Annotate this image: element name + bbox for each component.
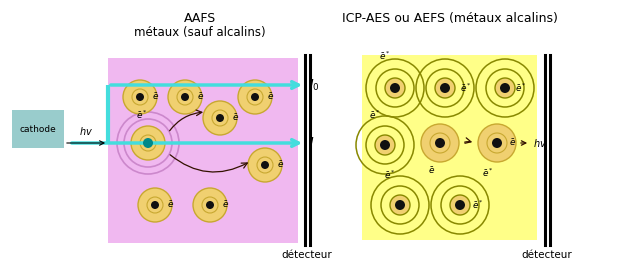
Text: détecteur: détecteur — [522, 250, 572, 260]
Circle shape — [390, 83, 400, 93]
Circle shape — [435, 78, 455, 98]
Text: détecteur: détecteur — [281, 250, 333, 260]
Text: $\bar{e}^*$: $\bar{e}^*$ — [460, 82, 472, 94]
Circle shape — [421, 124, 459, 162]
Circle shape — [136, 93, 144, 101]
Circle shape — [261, 161, 269, 169]
Text: $\bar{e}^*$: $\bar{e}^*$ — [472, 199, 484, 211]
Circle shape — [385, 78, 405, 98]
Circle shape — [390, 195, 410, 215]
Circle shape — [500, 83, 510, 93]
Circle shape — [430, 133, 450, 153]
Text: $\bar{e}$: $\bar{e}$ — [152, 91, 159, 102]
Circle shape — [238, 80, 272, 114]
Circle shape — [486, 69, 524, 107]
Text: $\bar{e}$: $\bar{e}$ — [167, 199, 174, 210]
Text: $\bar{e}$: $\bar{e}$ — [267, 91, 274, 102]
Circle shape — [151, 201, 159, 209]
Circle shape — [168, 80, 202, 114]
Text: $\bar{e}^*$: $\bar{e}^*$ — [369, 109, 381, 121]
Circle shape — [147, 197, 163, 213]
Circle shape — [193, 188, 227, 222]
Circle shape — [375, 135, 395, 155]
Text: $\bar{e}^*$: $\bar{e}^*$ — [384, 169, 396, 181]
Circle shape — [455, 200, 465, 210]
Text: $\bar{e}$: $\bar{e}$ — [509, 137, 516, 148]
Text: $\bar{e}^*$: $\bar{e}^*$ — [515, 82, 527, 94]
Text: AAFS: AAFS — [184, 12, 216, 25]
Circle shape — [376, 69, 414, 107]
Text: ICP-AES ou AEFS (métaux alcalins): ICP-AES ou AEFS (métaux alcalins) — [342, 12, 558, 25]
Text: cathode: cathode — [20, 125, 56, 133]
Bar — [108, 58, 298, 243]
Bar — [12, 110, 64, 148]
Circle shape — [138, 188, 172, 222]
Circle shape — [132, 89, 148, 105]
Circle shape — [216, 114, 224, 122]
Circle shape — [487, 133, 507, 153]
Circle shape — [435, 138, 445, 148]
Circle shape — [426, 69, 464, 107]
Text: $\bar{e}$: $\bar{e}$ — [277, 159, 284, 170]
Circle shape — [366, 126, 404, 164]
Circle shape — [248, 148, 282, 182]
Circle shape — [131, 126, 165, 160]
Text: $hv$: $hv$ — [79, 125, 93, 137]
Circle shape — [450, 195, 470, 215]
Text: $I_0$: $I_0$ — [309, 77, 320, 93]
Circle shape — [257, 157, 273, 173]
Circle shape — [212, 110, 228, 126]
Text: $\bar{e}$: $\bar{e}$ — [232, 112, 239, 123]
Circle shape — [381, 186, 419, 224]
Circle shape — [140, 135, 156, 151]
Circle shape — [247, 89, 263, 105]
Circle shape — [206, 201, 214, 209]
Circle shape — [177, 89, 193, 105]
Text: $\bar{e}$: $\bar{e}$ — [428, 165, 435, 176]
Circle shape — [441, 186, 479, 224]
Text: métaux (sauf alcalins): métaux (sauf alcalins) — [134, 26, 266, 39]
Circle shape — [181, 93, 189, 101]
Circle shape — [143, 138, 153, 148]
Circle shape — [251, 93, 259, 101]
Text: $I$: $I$ — [309, 136, 314, 150]
Circle shape — [495, 78, 515, 98]
Circle shape — [203, 101, 237, 135]
Text: $\bar{e}^*$: $\bar{e}^*$ — [482, 167, 494, 179]
Circle shape — [380, 140, 390, 150]
Circle shape — [440, 83, 450, 93]
Circle shape — [395, 200, 405, 210]
Circle shape — [492, 138, 502, 148]
Text: $\bar{e}$: $\bar{e}$ — [197, 91, 204, 102]
Circle shape — [478, 124, 516, 162]
Text: $hv$: $hv$ — [533, 137, 547, 149]
Text: $\bar{e}$: $\bar{e}$ — [222, 199, 229, 210]
Bar — [362, 55, 537, 240]
Circle shape — [123, 80, 157, 114]
Text: $\bar{e}^*$: $\bar{e}^*$ — [136, 109, 148, 121]
Circle shape — [202, 197, 218, 213]
Text: $\bar{e}^*$: $\bar{e}^*$ — [379, 49, 391, 62]
